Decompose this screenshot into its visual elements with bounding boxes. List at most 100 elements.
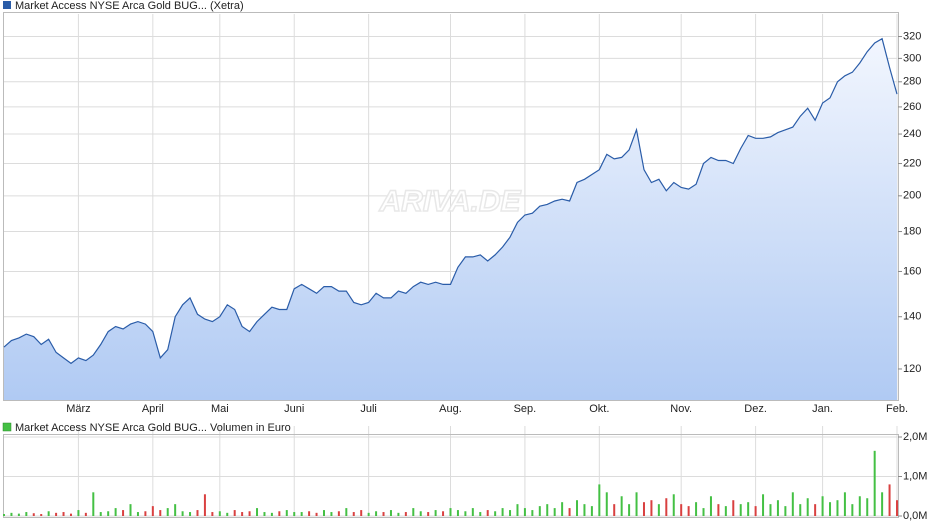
plot-frame: [3, 12, 899, 401]
volume-bar: [99, 512, 102, 516]
volume-bar: [523, 508, 526, 516]
x-tick-label: Aug.: [439, 403, 462, 415]
x-tick-label: Sep.: [514, 403, 537, 415]
volume-bar: [419, 511, 422, 516]
price-line: [3, 37, 898, 365]
x-tick-label: März: [66, 403, 90, 415]
volume-bar: [330, 512, 333, 516]
volume-bar: [464, 511, 467, 516]
volume-bar: [479, 512, 482, 516]
legend-swatch: [2, 422, 12, 432]
watermark: ARIVA.DE: [378, 185, 521, 218]
volume-bar: [814, 504, 817, 516]
volume-bar: [382, 512, 385, 516]
volume-bar: [218, 511, 221, 516]
volume-bar: [642, 502, 645, 516]
volume-bar: [747, 502, 750, 516]
x-tick-label: Dez.: [744, 403, 767, 415]
volume-bar: [129, 504, 132, 516]
volume-bar: [561, 502, 564, 516]
y-tick-label: 1,0M: [903, 470, 927, 482]
volume-bar: [806, 498, 809, 516]
x-tick-label: Juli: [360, 403, 377, 415]
volume-bar: [553, 508, 556, 516]
volume-bar: [732, 500, 735, 516]
volume-bar: [538, 506, 541, 516]
volume-bar: [69, 513, 72, 516]
volume-bar: [590, 506, 593, 516]
volume-bar: [516, 504, 519, 516]
volume-bar: [665, 498, 668, 516]
volume-bar: [300, 512, 303, 516]
volume-bar: [427, 512, 430, 516]
volume-bar: [829, 502, 832, 516]
volume-bar: [389, 510, 392, 516]
volume-bar: [17, 513, 20, 516]
volume-bar: [628, 504, 631, 516]
volume-bar: [739, 504, 742, 516]
volume-bar: [10, 512, 13, 516]
volume-bar: [717, 504, 720, 516]
y-tick-label: 120: [903, 363, 921, 375]
volume-bar: [456, 510, 459, 516]
volume-bar: [873, 450, 876, 516]
y-tick-label: 200: [903, 190, 921, 202]
y-tick-label: 180: [903, 225, 921, 237]
volume-bar: [211, 512, 214, 516]
volume-bar: [226, 512, 229, 516]
area: [4, 38, 897, 400]
legend-swatch: [3, 1, 11, 9]
y-tick-label: 300: [903, 52, 921, 64]
x-tick-label: Nov.: [670, 403, 692, 415]
volume-bar: [84, 512, 87, 516]
volume-bar: [412, 508, 415, 516]
volume-bar: [40, 514, 43, 516]
volume-bar: [248, 511, 251, 516]
volume-bar: [285, 510, 288, 516]
volume-bar: [650, 500, 653, 516]
volume-bar: [784, 506, 787, 516]
volume-bar: [680, 504, 683, 516]
volume-bar: [881, 492, 884, 516]
volume-bar: [702, 508, 705, 516]
volume-bar: [397, 512, 400, 516]
volume-bar: [695, 502, 698, 516]
volume-bar: [613, 504, 616, 516]
volume-bar: [531, 510, 534, 516]
x-tick-label: Jan.: [812, 403, 833, 415]
volume-bar: [598, 484, 601, 516]
volume-bar: [754, 506, 757, 516]
volume-bar: [762, 494, 765, 516]
volume-bar: [32, 513, 35, 516]
volume-bar: [866, 498, 869, 516]
legend-label: Market Access NYSE Arca Gold BUG... (Xet…: [15, 0, 244, 12]
y-tick-label: 0,0M: [903, 510, 927, 522]
x-tick-label: Mai: [211, 403, 229, 415]
volume-bar: [241, 512, 244, 516]
volume-bar: [442, 511, 445, 516]
volume-bar: [546, 504, 549, 516]
volume-bar: [799, 504, 802, 516]
volume-bar: [434, 510, 437, 516]
y-tick-label: 2,0M: [903, 431, 927, 443]
volume-bar: [672, 494, 675, 516]
volume-bar: [196, 510, 199, 516]
volume-bar: [166, 508, 169, 516]
volume-bar: [360, 510, 363, 516]
volume-bar: [159, 510, 162, 516]
volume-bar: [278, 511, 281, 516]
volume-bar: [293, 512, 296, 516]
volume-bar: [494, 511, 497, 516]
volume-bar: [568, 508, 571, 516]
volume-bar: [55, 512, 58, 516]
volume-bar: [501, 508, 504, 516]
volume-bar: [144, 511, 147, 516]
volume-bar: [836, 500, 839, 516]
y-tick-label: 220: [903, 157, 921, 169]
volume-bar: [635, 492, 638, 516]
volume-bar: [151, 506, 154, 516]
y-tick-label: 240: [903, 128, 921, 140]
volume-bar: [270, 512, 273, 516]
volume-bar: [769, 504, 772, 516]
y-tick-label: 320: [903, 30, 921, 42]
